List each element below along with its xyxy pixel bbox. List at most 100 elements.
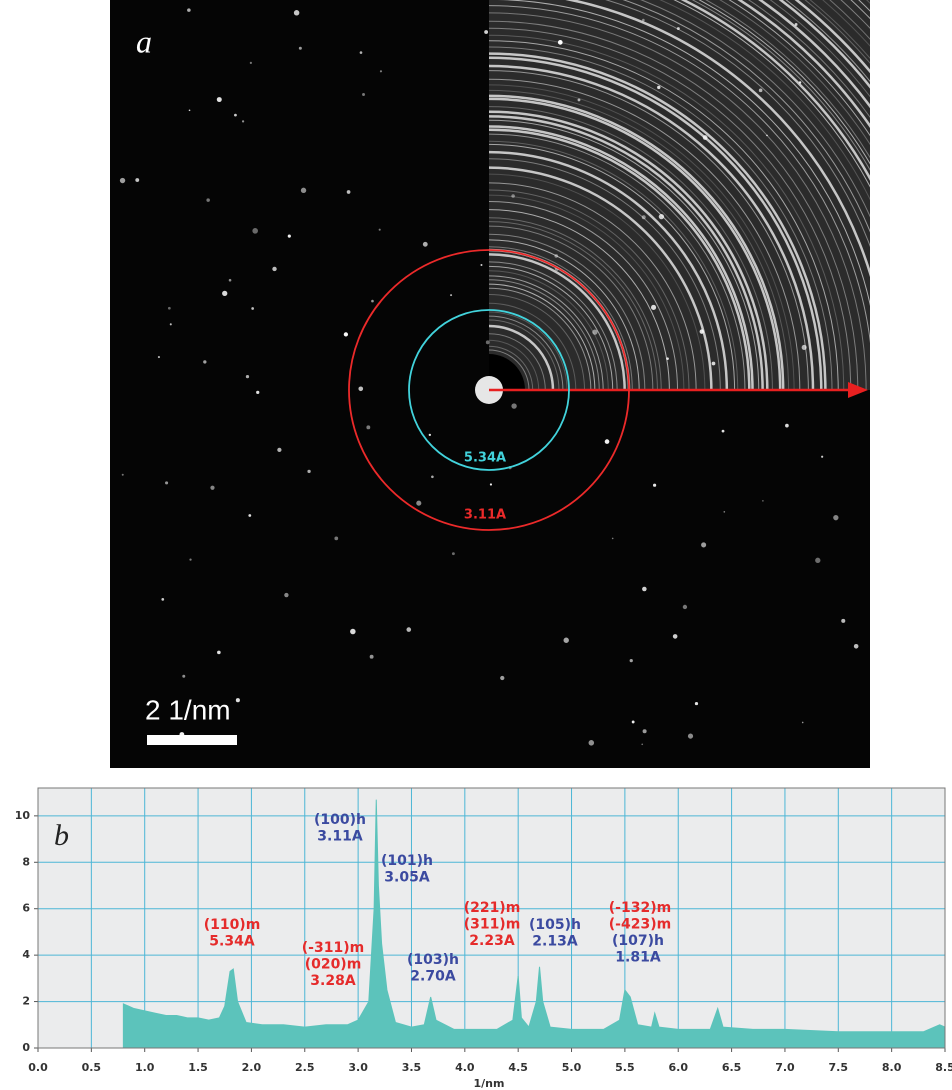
spot bbox=[358, 386, 363, 391]
spot bbox=[161, 598, 164, 601]
spot bbox=[712, 362, 716, 366]
spot bbox=[759, 89, 763, 93]
spot bbox=[189, 558, 191, 560]
spot bbox=[122, 474, 124, 476]
spot bbox=[182, 675, 185, 678]
spot bbox=[683, 605, 687, 609]
spot bbox=[802, 722, 804, 724]
peak-annotation: 5.34A bbox=[209, 934, 255, 950]
spot bbox=[350, 629, 356, 635]
spot bbox=[841, 619, 845, 623]
peak-annotation: (105)h bbox=[529, 917, 581, 933]
spot bbox=[701, 542, 706, 547]
x-tick-label: 3.0 bbox=[348, 1061, 368, 1074]
peak-annotation: (311)m bbox=[464, 917, 521, 933]
spot bbox=[135, 178, 139, 182]
spot bbox=[643, 729, 647, 733]
spot bbox=[578, 98, 581, 101]
spot bbox=[450, 294, 452, 296]
spot bbox=[248, 514, 251, 517]
spot bbox=[653, 484, 656, 487]
peak-annotation: (110)m bbox=[204, 917, 261, 933]
spot bbox=[252, 228, 258, 234]
spot bbox=[429, 434, 431, 436]
spot bbox=[452, 552, 455, 555]
spot bbox=[307, 470, 310, 473]
peak-annotation: (103)h bbox=[407, 952, 459, 968]
spot bbox=[187, 8, 191, 12]
spot bbox=[677, 27, 680, 30]
spot bbox=[234, 114, 237, 117]
panel-label: b bbox=[54, 819, 69, 852]
peak-annotation: (-423)m bbox=[609, 917, 671, 933]
spot bbox=[294, 10, 300, 16]
peak-annotation: (221)m bbox=[464, 900, 521, 916]
x-tick-label: 5.5 bbox=[615, 1061, 635, 1074]
ring-label: 5.34A bbox=[464, 451, 506, 466]
x-tick-label: 2.5 bbox=[295, 1061, 315, 1074]
spot bbox=[802, 345, 807, 350]
spot bbox=[277, 448, 281, 452]
spot bbox=[272, 267, 276, 271]
spot bbox=[299, 47, 302, 50]
spot bbox=[833, 515, 838, 520]
spot bbox=[592, 329, 597, 334]
spot bbox=[500, 676, 504, 680]
page: {"panel_a": {"label": "a", "scale_bar": … bbox=[0, 0, 952, 1090]
spot bbox=[722, 430, 725, 433]
spot bbox=[120, 178, 125, 183]
spot bbox=[236, 698, 240, 702]
spot bbox=[762, 500, 764, 502]
peak-annotation: 2.13A bbox=[532, 934, 578, 950]
ring-label: 3.11A bbox=[464, 508, 506, 523]
spot bbox=[256, 391, 259, 394]
peak-annotation: (-132)m bbox=[609, 900, 671, 916]
spot bbox=[217, 651, 221, 655]
spot bbox=[158, 356, 160, 358]
spot bbox=[558, 40, 563, 45]
spot bbox=[511, 194, 515, 198]
spot bbox=[251, 307, 254, 310]
spot bbox=[165, 481, 168, 484]
peak-annotation: 3.28A bbox=[310, 973, 356, 989]
spot bbox=[632, 721, 635, 724]
peak-annotation: 2.23A bbox=[469, 933, 515, 949]
spot bbox=[723, 511, 725, 513]
x-tick-label: 6.5 bbox=[722, 1061, 742, 1074]
x-tick-label: 3.5 bbox=[402, 1061, 422, 1074]
spot bbox=[380, 70, 382, 72]
spot bbox=[799, 81, 801, 83]
spot bbox=[189, 109, 191, 111]
spot bbox=[242, 120, 244, 122]
spot bbox=[821, 456, 823, 458]
spot bbox=[815, 558, 820, 563]
y-tick-label: 6 bbox=[22, 902, 30, 915]
spot bbox=[642, 587, 647, 592]
x-tick-label: 8.0 bbox=[882, 1061, 902, 1074]
peak-annotation: 3.05A bbox=[384, 870, 430, 886]
peak-annotation: 2.70A bbox=[410, 969, 456, 985]
spot bbox=[785, 424, 789, 428]
x-tick-label: 7.0 bbox=[775, 1061, 795, 1074]
spot bbox=[659, 214, 664, 219]
spot bbox=[651, 305, 656, 310]
peak-annotation: (-311)m bbox=[302, 940, 364, 956]
spot bbox=[406, 627, 411, 632]
y-tick-label: 2 bbox=[22, 995, 30, 1008]
spot bbox=[766, 135, 768, 137]
peak-annotation: (101)h bbox=[381, 853, 433, 869]
spot bbox=[379, 229, 381, 231]
spot bbox=[284, 593, 288, 597]
peak-annotation: (020)m bbox=[305, 957, 362, 973]
spot bbox=[423, 242, 428, 247]
spot bbox=[700, 329, 704, 333]
spot bbox=[246, 375, 249, 378]
y-tick-label: 0 bbox=[22, 1041, 30, 1054]
spot bbox=[370, 655, 374, 659]
x-tick-label: 2.0 bbox=[242, 1061, 262, 1074]
spot bbox=[480, 264, 482, 266]
spot bbox=[170, 323, 172, 325]
y-tick-label: 8 bbox=[22, 855, 30, 868]
spot bbox=[362, 93, 365, 96]
spot bbox=[630, 659, 633, 662]
